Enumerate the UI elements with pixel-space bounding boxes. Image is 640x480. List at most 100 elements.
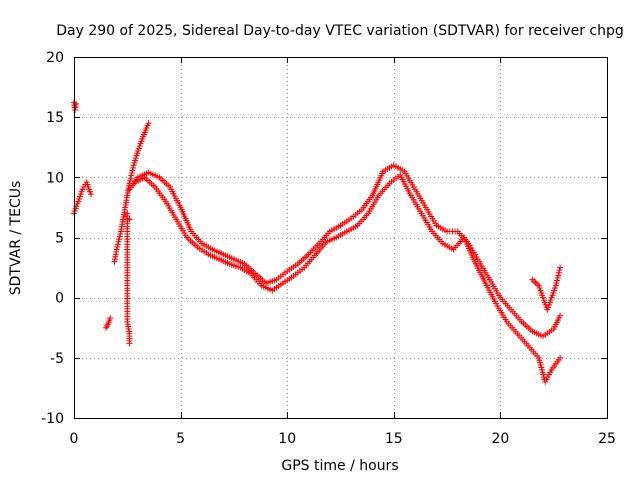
x-tick-label: 15 <box>385 431 403 447</box>
data-point-fill <box>441 227 448 234</box>
data-point-fill <box>533 352 540 359</box>
data-point-fill <box>527 326 534 333</box>
data-point-fill <box>554 274 561 281</box>
data-point-fill <box>150 182 157 189</box>
data-point-fill <box>192 242 199 249</box>
data-point-fill <box>554 277 561 284</box>
data-point-fill <box>512 328 519 335</box>
data-point-fill <box>114 241 121 248</box>
data-point-fill <box>399 167 406 174</box>
data-point-fill <box>491 298 498 305</box>
data-point-fill <box>85 183 92 190</box>
data-point-fill <box>106 317 113 324</box>
data-point-fill <box>154 173 161 180</box>
data-point-fill <box>448 245 455 252</box>
data-point-fill <box>523 340 530 347</box>
data-point-fill <box>321 241 328 248</box>
data-point-fill <box>470 256 477 263</box>
data-point-fill <box>417 208 424 215</box>
data-point-fill <box>138 138 145 145</box>
data-point-fill <box>282 269 289 276</box>
data-point-fill <box>352 223 359 230</box>
data-point-fill <box>172 214 179 221</box>
data-point-fill <box>235 263 242 270</box>
series-start-spike <box>71 99 80 113</box>
data-point-fill <box>113 248 120 255</box>
y-tick-labels: -10 -5 0 5 10 15 20 <box>41 50 64 427</box>
data-point-fill <box>124 262 131 269</box>
y-tick-label: 10 <box>46 170 64 186</box>
data-point-fill <box>271 277 278 284</box>
data-point-fill <box>245 269 252 276</box>
data-point-fill <box>427 226 434 233</box>
data-point-fill <box>104 322 111 329</box>
data-point-fill <box>310 254 317 261</box>
data-point-fill <box>356 208 363 215</box>
y-axis-label: SDTVAR / TECUs <box>8 181 24 296</box>
data-point-fill <box>165 182 172 189</box>
data-point-fill <box>197 238 204 245</box>
x-axis-label: GPS time / hours <box>281 458 398 474</box>
data-point-fill <box>115 238 122 245</box>
data-point-fill <box>534 281 541 288</box>
data-point-fill <box>374 194 381 201</box>
data-point-fill <box>438 238 445 245</box>
data-point-fill <box>142 127 149 134</box>
data-point-fill <box>72 103 79 110</box>
data-point-fill <box>410 184 417 191</box>
data-point-fill <box>481 278 488 285</box>
x-tick-label: 20 <box>491 431 509 447</box>
data-point-fill <box>432 220 439 227</box>
data-point-fill <box>547 369 554 376</box>
data-point-fill <box>126 337 133 344</box>
data-point-fill <box>116 233 123 240</box>
x-tick-label: 10 <box>278 431 296 447</box>
data-point-fill <box>203 249 210 256</box>
data-point-fill <box>555 272 562 279</box>
data-point-fill <box>516 316 523 323</box>
data-point-fill <box>124 243 131 250</box>
data-point-fill <box>117 231 124 238</box>
data-point-fill <box>539 292 546 299</box>
series-early-rise <box>71 179 95 217</box>
data-point-fill <box>384 182 391 189</box>
y-tick-label: 5 <box>55 231 64 247</box>
data-point-fill <box>213 255 220 262</box>
x-tick-label: 25 <box>598 431 616 447</box>
data-point-fill <box>176 202 183 209</box>
y-tick-label: -5 <box>50 351 64 367</box>
data-point-fill <box>218 250 225 257</box>
data-point-fill <box>288 274 295 281</box>
data-point-fill <box>124 298 131 305</box>
data-point-fill <box>547 297 554 304</box>
series-track-a <box>126 162 564 340</box>
data-point <box>557 264 564 271</box>
data-point-fill <box>128 172 135 179</box>
data-point-fill <box>555 269 562 276</box>
data-point-fill <box>127 175 134 182</box>
data-point-fill <box>379 170 386 177</box>
data-point-fill <box>114 243 121 250</box>
data-point-fill <box>130 164 137 171</box>
data-point-fill <box>74 200 81 207</box>
series-steep-climb <box>111 120 152 265</box>
data-point-fill <box>530 278 537 285</box>
data-point-fill <box>134 150 141 157</box>
data-point <box>529 276 536 283</box>
data-point-fill <box>187 226 194 233</box>
data-point-fill <box>335 223 342 230</box>
data-point-fill <box>406 190 413 197</box>
x-tick-label: 0 <box>70 431 79 447</box>
data-point-fill <box>395 173 402 180</box>
data-point-fill <box>124 280 131 287</box>
data-point-fill <box>325 230 332 237</box>
data-point-fill <box>346 216 353 223</box>
x-tick-label: 5 <box>176 431 185 447</box>
data-point-fill <box>367 194 374 201</box>
data-point-fill <box>452 228 459 235</box>
data-point-fill <box>86 188 93 195</box>
data-point-fill <box>116 236 123 243</box>
chart-title: Day 290 of 2025, Sidereal Day-to-day VTE… <box>56 23 624 39</box>
data-point-fill <box>555 356 562 363</box>
data-point-fill <box>421 202 428 209</box>
